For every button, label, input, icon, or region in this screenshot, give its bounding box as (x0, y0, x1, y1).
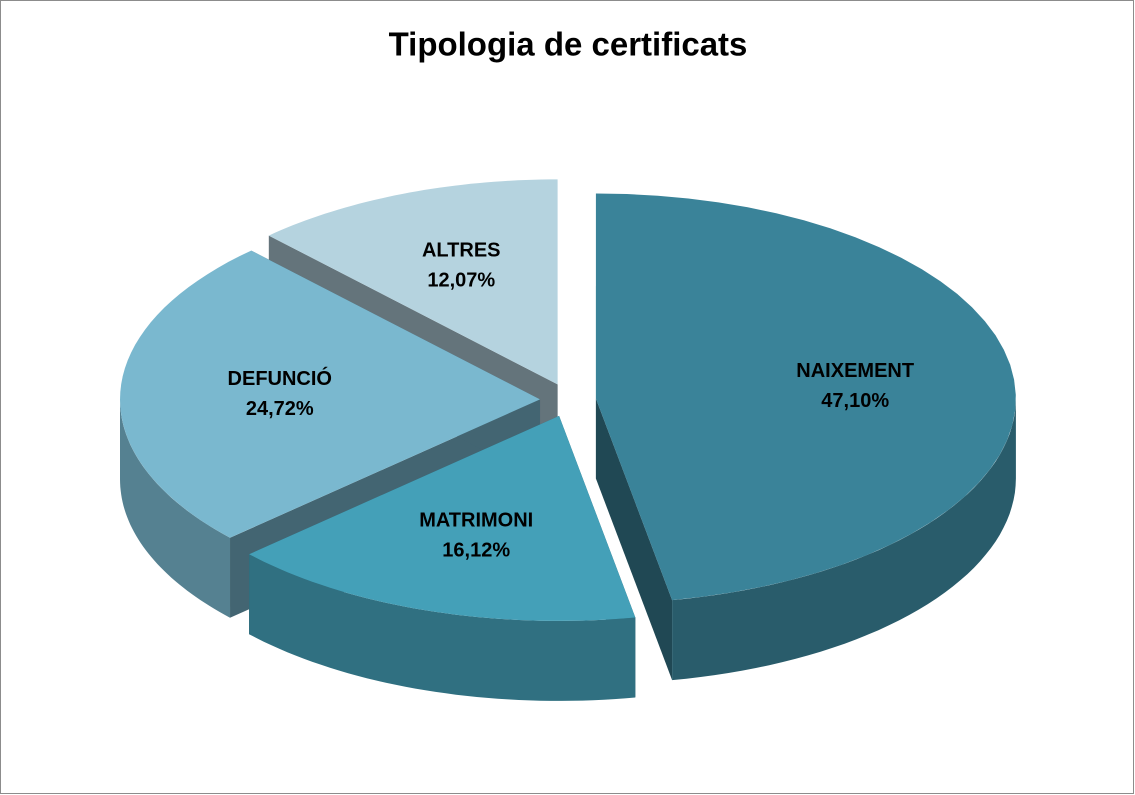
slice (249, 415, 636, 621)
slice-value-label: 24,72% (246, 398, 314, 420)
slice-value-label: 12,07% (427, 270, 495, 292)
slice-label: NAIXEMENT (796, 360, 914, 382)
slice (268, 179, 558, 385)
slice-label: DEFUNCIÓ (228, 366, 332, 390)
slice-value-label: 16,12% (442, 540, 510, 562)
slice-wall (672, 398, 1016, 681)
slice (120, 250, 541, 538)
slice-wall (120, 399, 230, 618)
slice-wall (249, 554, 636, 701)
slice-side (595, 398, 673, 681)
chart-title: Tipologia de certificats (389, 26, 748, 63)
slice-value-label: 47,10% (821, 390, 889, 412)
slice-label: MATRIMONI (419, 510, 533, 532)
slice (595, 193, 1016, 601)
slice-label: ALTRES (422, 240, 501, 262)
